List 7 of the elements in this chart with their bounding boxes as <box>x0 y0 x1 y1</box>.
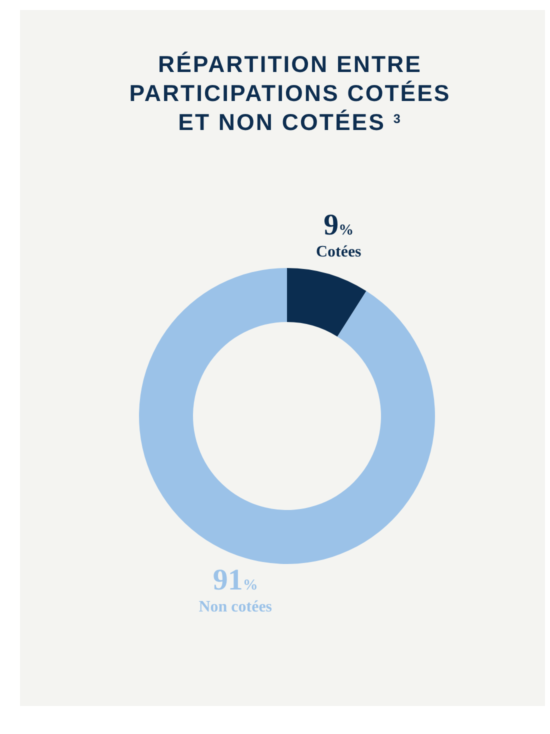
donut-slice <box>139 268 435 564</box>
chart-title: RÉPARTITION ENTRE PARTICIPATIONS COTÉES ET NON COTÉES $^{3}$ <box>129 51 451 135</box>
donut-slice <box>287 268 366 337</box>
slice-label: Cotées <box>316 243 362 260</box>
slice-label: Non cotées <box>198 598 272 616</box>
data-label: 9% <box>324 208 354 242</box>
data-label: 91% <box>212 564 258 597</box>
